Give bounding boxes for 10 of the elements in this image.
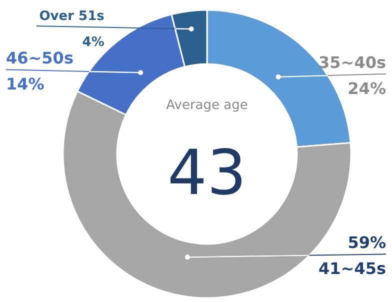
slice-label: Over 51s <box>39 8 105 24</box>
slice-label: 41~45s <box>318 259 386 278</box>
data-label: 4% <box>82 34 104 50</box>
data-label: 59% <box>348 233 386 252</box>
slice-label: 46~50s <box>6 48 74 68</box>
text: Average age <box>166 98 248 113</box>
text: 43 <box>168 136 246 209</box>
data-label: 14% <box>6 74 44 94</box>
slice-label: 35~40s <box>318 52 386 72</box>
data-label: 24% <box>348 78 386 98</box>
